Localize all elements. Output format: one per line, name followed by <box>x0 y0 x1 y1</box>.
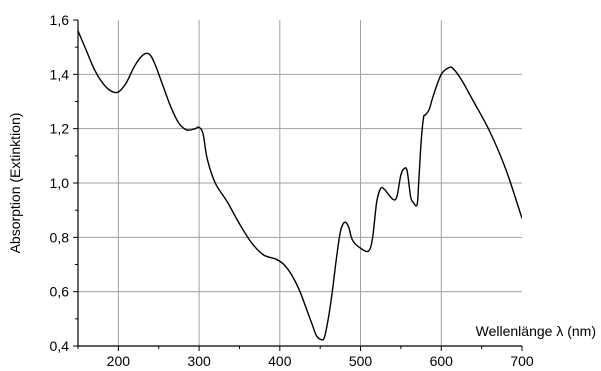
x-axis-label: Wellenlänge λ (nm) <box>476 323 596 339</box>
x-tick-label-600: 600 <box>430 353 454 369</box>
series <box>78 30 522 341</box>
y-tick-label-1_6: 1,6 <box>50 12 70 28</box>
y-tick-label-1_2: 1,2 <box>50 121 70 137</box>
y-tick-label-0_8: 0,8 <box>50 229 70 245</box>
x-tick-label-700: 700 <box>510 353 534 369</box>
absorption-series-line-0 <box>78 30 522 341</box>
grid <box>78 20 522 347</box>
x-tick-label-300: 300 <box>187 353 211 369</box>
y-tick-label-1: 1,0 <box>50 175 70 191</box>
x-tick-label-200: 200 <box>107 353 131 369</box>
x-tick-label-500: 500 <box>349 353 373 369</box>
y-tick-label-0_4: 0,4 <box>50 338 70 354</box>
y-tick-label-0_6: 0,6 <box>50 284 70 300</box>
ticks <box>73 19 523 351</box>
tick-labels: 200 300 400 500 600 700 0,4 0,6 0,8 1,0 1,2 1,4 1,6 <box>50 12 534 369</box>
x-tick-label-400: 400 <box>268 353 292 369</box>
y-tick-label-1_4: 1,4 <box>50 66 70 82</box>
y-axis-label: Absorption (Extinktion) <box>7 113 23 254</box>
